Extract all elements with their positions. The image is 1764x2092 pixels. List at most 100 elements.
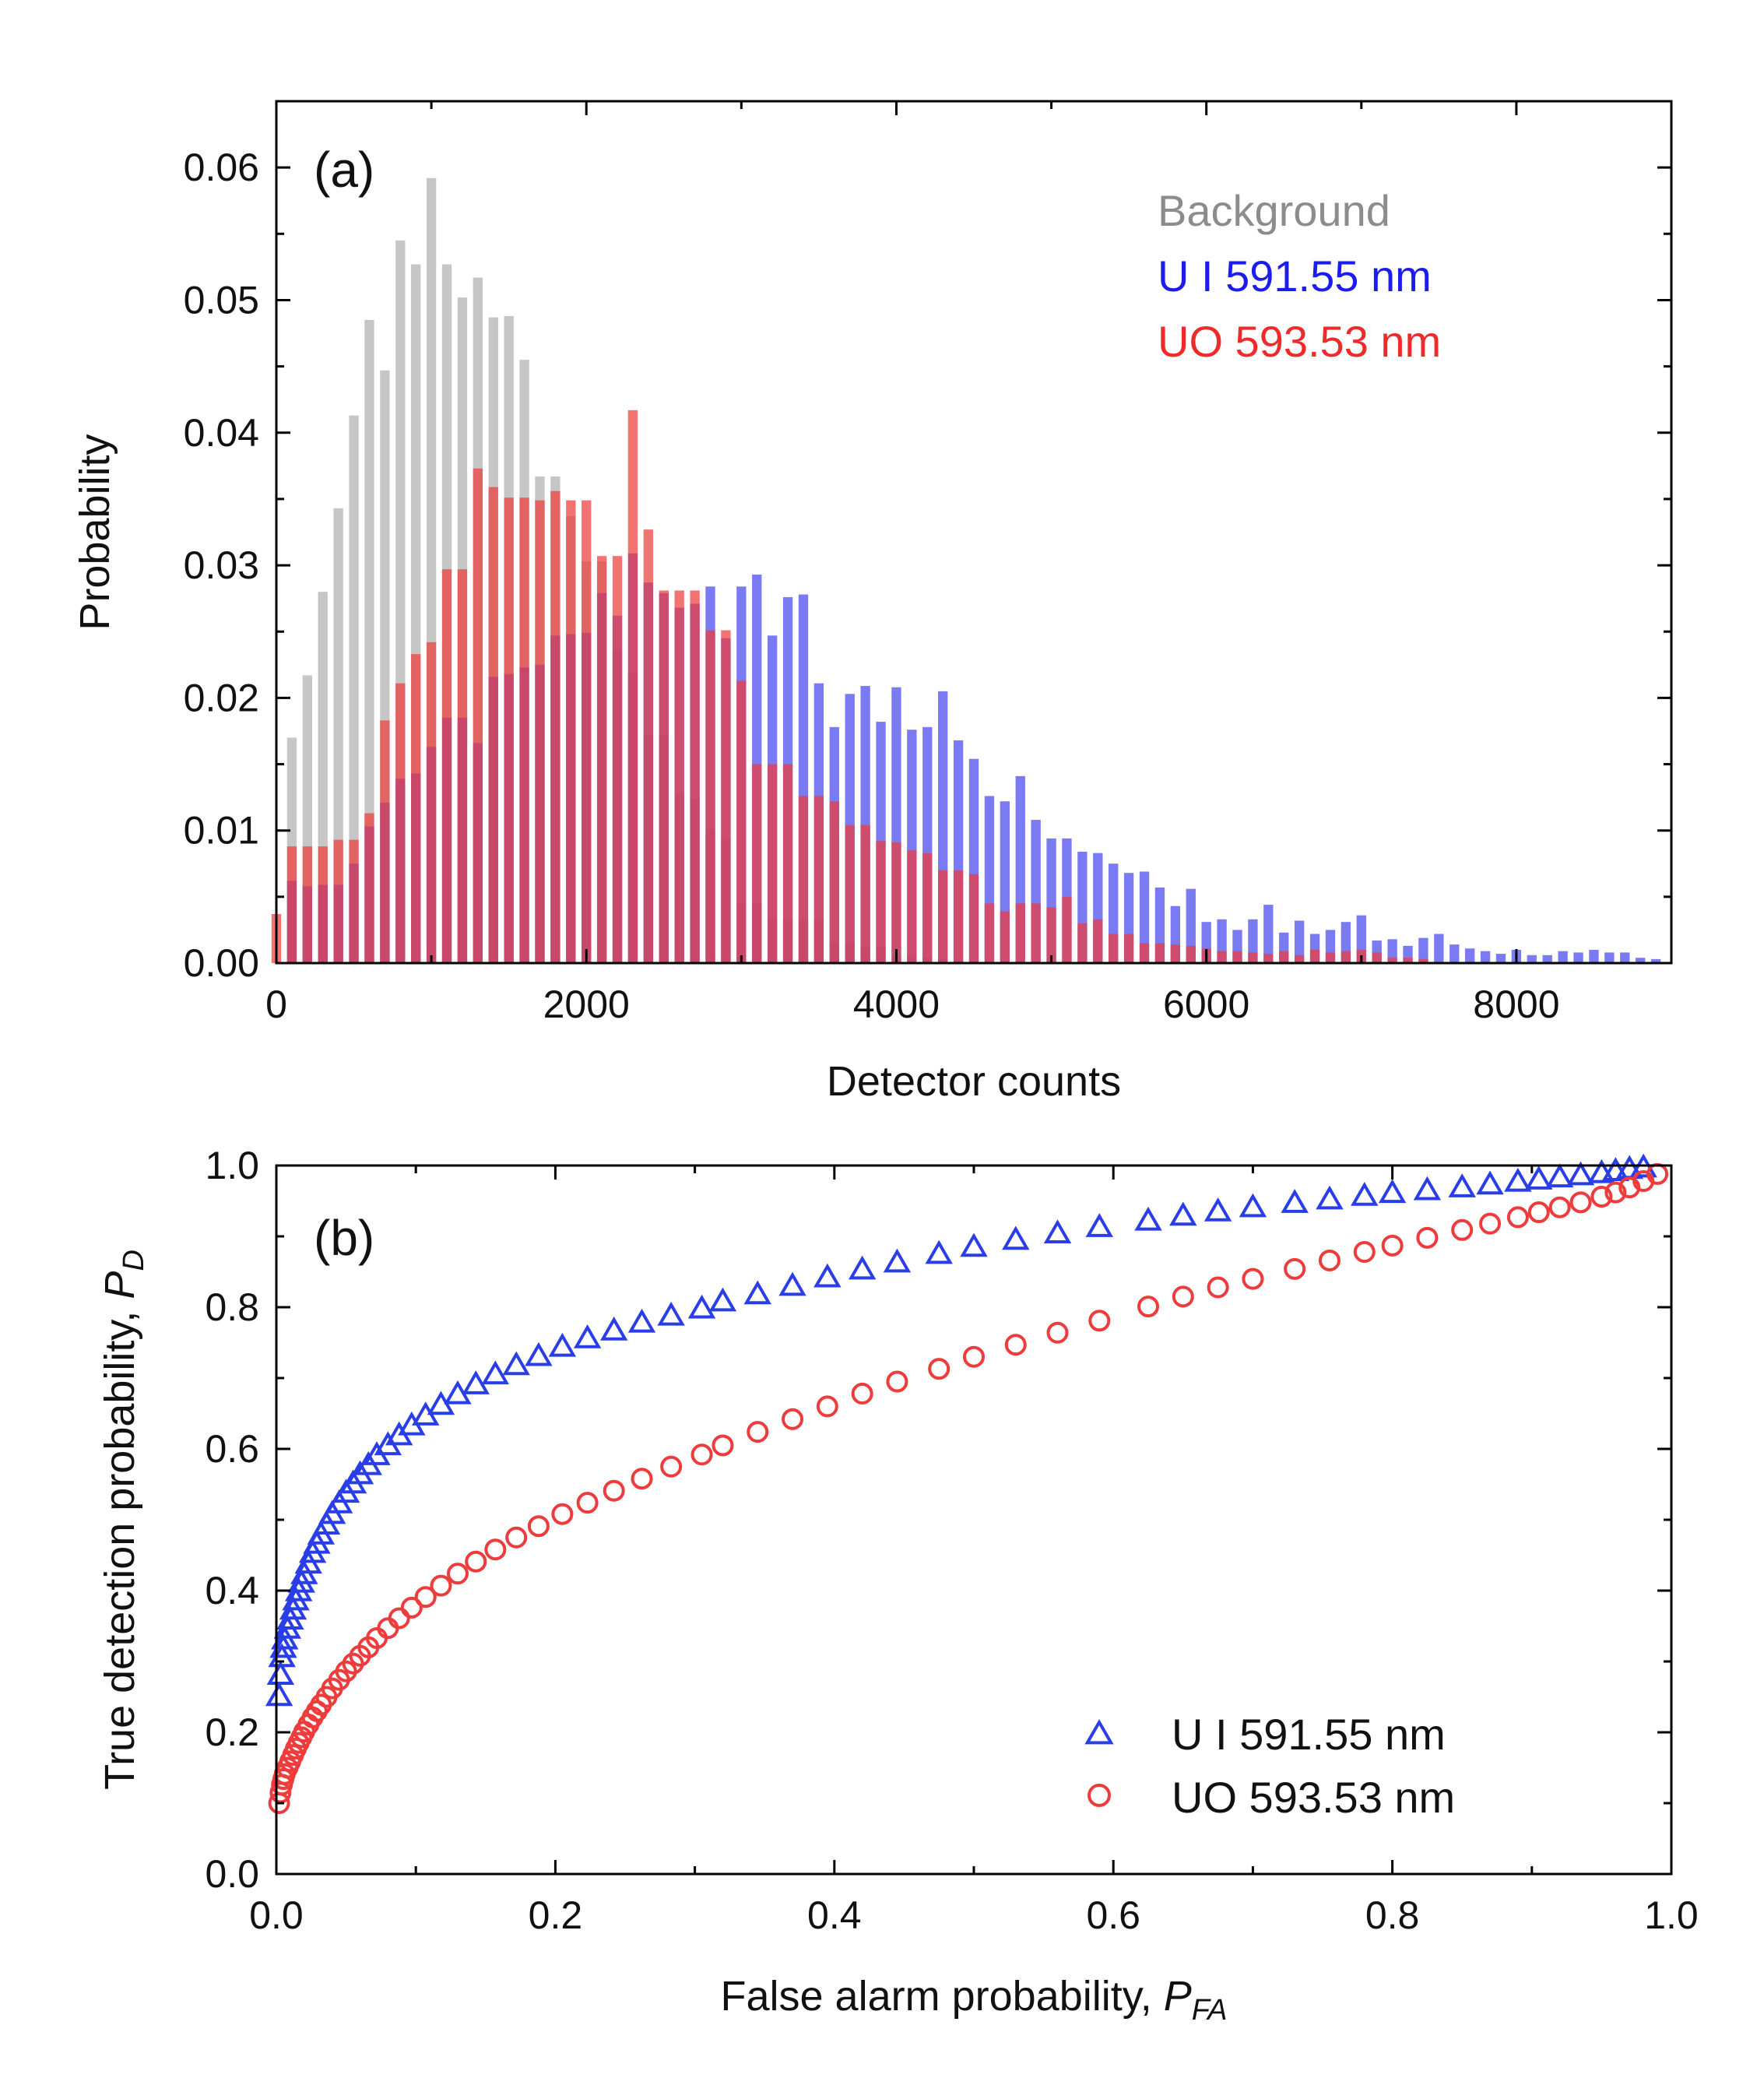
bar-u-i-591 [1480,951,1491,963]
bar-uo-593 [395,683,406,963]
panel-b-x-tick-label: 0.0 [249,1893,304,1937]
legend-entry-uo-593: UO 593.53 nm [1172,1773,1455,1822]
bar-u-i-591 [1620,952,1630,963]
roc-point-circle [1479,1212,1502,1235]
x-title-text: False alarm probability, [721,1973,1164,2020]
roc-point-triangle [1204,1197,1232,1222]
bar-uo-593 [1139,943,1150,963]
roc-point-triangle [1085,1213,1113,1237]
panel-b-y-tick-label: 0.8 [205,1285,259,1329]
panel-b-x-tick-label: 0.8 [1365,1893,1420,1937]
roc-point-circle [1604,1181,1627,1204]
roc-point-triangle [687,1294,716,1319]
roc-point-circle [747,1421,769,1443]
roc-point-circle [505,1526,528,1549]
roc-point-triangle [573,1324,602,1348]
bar-uo-593 [922,853,933,963]
roc-point-circle [1284,1257,1306,1280]
roc-point-circle [712,1434,734,1457]
roc-point-triangle [1525,1166,1553,1190]
roc-point-circle [576,1492,599,1514]
x-title-subscript: FA [1192,1994,1228,2027]
roc-point-circle [851,1383,873,1405]
panel-a-y-tick-label: 0.06 [184,146,259,189]
panel-b-x-tick-label: 0.6 [1086,1893,1140,1937]
panel-a-y-tick-label: 0.04 [184,411,259,455]
bar-uo-593 [813,796,824,963]
bar-uo-593 [596,556,607,963]
bar-uo-593 [876,841,886,963]
bar-uo-593 [550,490,560,963]
bar-u-i-591 [1186,888,1196,963]
panel-a-x-tick-label: 8000 [1473,983,1559,1026]
bar-uo-593 [566,500,576,963]
roc-point-circle [414,1586,437,1609]
bar-u-i-591 [1558,951,1568,963]
panel-b-x-tick-label: 0.2 [529,1893,583,1937]
y-title-subscript: D [118,1250,150,1271]
y-title-text: True detection probability, [97,1299,143,1790]
bar-u-i-591 [1464,948,1475,963]
panel-b-y-tick-label: 1.0 [205,1144,259,1187]
panel-a-x-tick-label: 2000 [543,983,630,1026]
bar-uo-593 [953,870,964,963]
bar-uo-593 [318,846,328,963]
bar-uo-593 [705,630,715,963]
bar-uo-593 [1154,943,1165,963]
roc-point-circle [782,1408,804,1430]
roc-point-triangle [548,1332,577,1357]
bar-uo-593 [1248,952,1258,963]
roc-point-circle [400,1596,423,1619]
roc-point-triangle [1413,1176,1442,1201]
panel-b-roc: 0.0 0.2 0.4 0.6 0.8 1.0 0.0 0.2 0.4 0.6 0.8 1.0 (b)… [97,1144,1699,2027]
bar-uo-593 [1325,952,1336,963]
panel-a-x-tick-label: 6000 [1163,983,1249,1026]
bar-u-i-591 [1589,949,1599,963]
bar-uo-593 [721,630,731,963]
bar-uo-593 [968,874,979,963]
panel-b-x-axis-title: False alarm probability, PFA [721,1973,1228,2027]
panel-b-y-tick-label: 0.2 [205,1711,259,1754]
roc-point-triangle [960,1232,988,1257]
legend-entry-uo-593: UO 593.53 nm [1158,317,1441,366]
panel-a-label: (a) [314,142,374,198]
bar-uo-593 [504,498,514,963]
panel-b-y-tick-label: 0.6 [205,1427,259,1471]
roc-point-triangle [481,1360,510,1385]
roc-point-circle [1451,1218,1474,1241]
bar-uo-593 [1046,907,1056,963]
roc-point-circle [1318,1249,1341,1271]
bar-u-i-591 [1263,905,1274,963]
bar-u-i-591 [1527,955,1537,963]
bar-u-i-591 [1248,919,1258,963]
bar-u-i-591 [1294,920,1305,963]
roc-point-triangle [1281,1189,1309,1213]
roc-point-circle [484,1538,507,1561]
bar-uo-593 [798,796,809,963]
bar-u-i-591 [1387,939,1397,963]
bar-uo-593 [473,468,483,963]
bar-uo-593 [364,813,374,963]
bar-uo-593 [457,569,468,963]
bar-uo-593 [984,903,995,963]
panel-a-y-tick-label: 0.03 [184,543,259,587]
roc-point-circle [1416,1226,1439,1249]
roc-point-circle [631,1468,653,1490]
bar-uo-593 [674,590,684,963]
legend-triangle-marker [1084,1718,1114,1745]
roc-point-triangle [599,1316,628,1341]
bar-uo-593 [1109,933,1119,963]
panel-b-legend: U I 591.55 nm UO 593.53 nm [1084,1710,1455,1822]
roc-point-circle [1137,1296,1159,1318]
roc-point-circle [388,1607,410,1630]
roc-point-triangle [1566,1161,1595,1186]
roc-point-triangle [1239,1193,1267,1218]
bar-uo-593 [1263,954,1274,963]
panel-a-x-axis-title: Detector counts [827,1058,1121,1105]
bar-uo-593 [1387,958,1397,963]
roc-point-circle [446,1563,469,1585]
bar-uo-593 [535,500,545,963]
bar-uo-593 [1077,923,1088,963]
roc-point-circle [886,1370,908,1393]
